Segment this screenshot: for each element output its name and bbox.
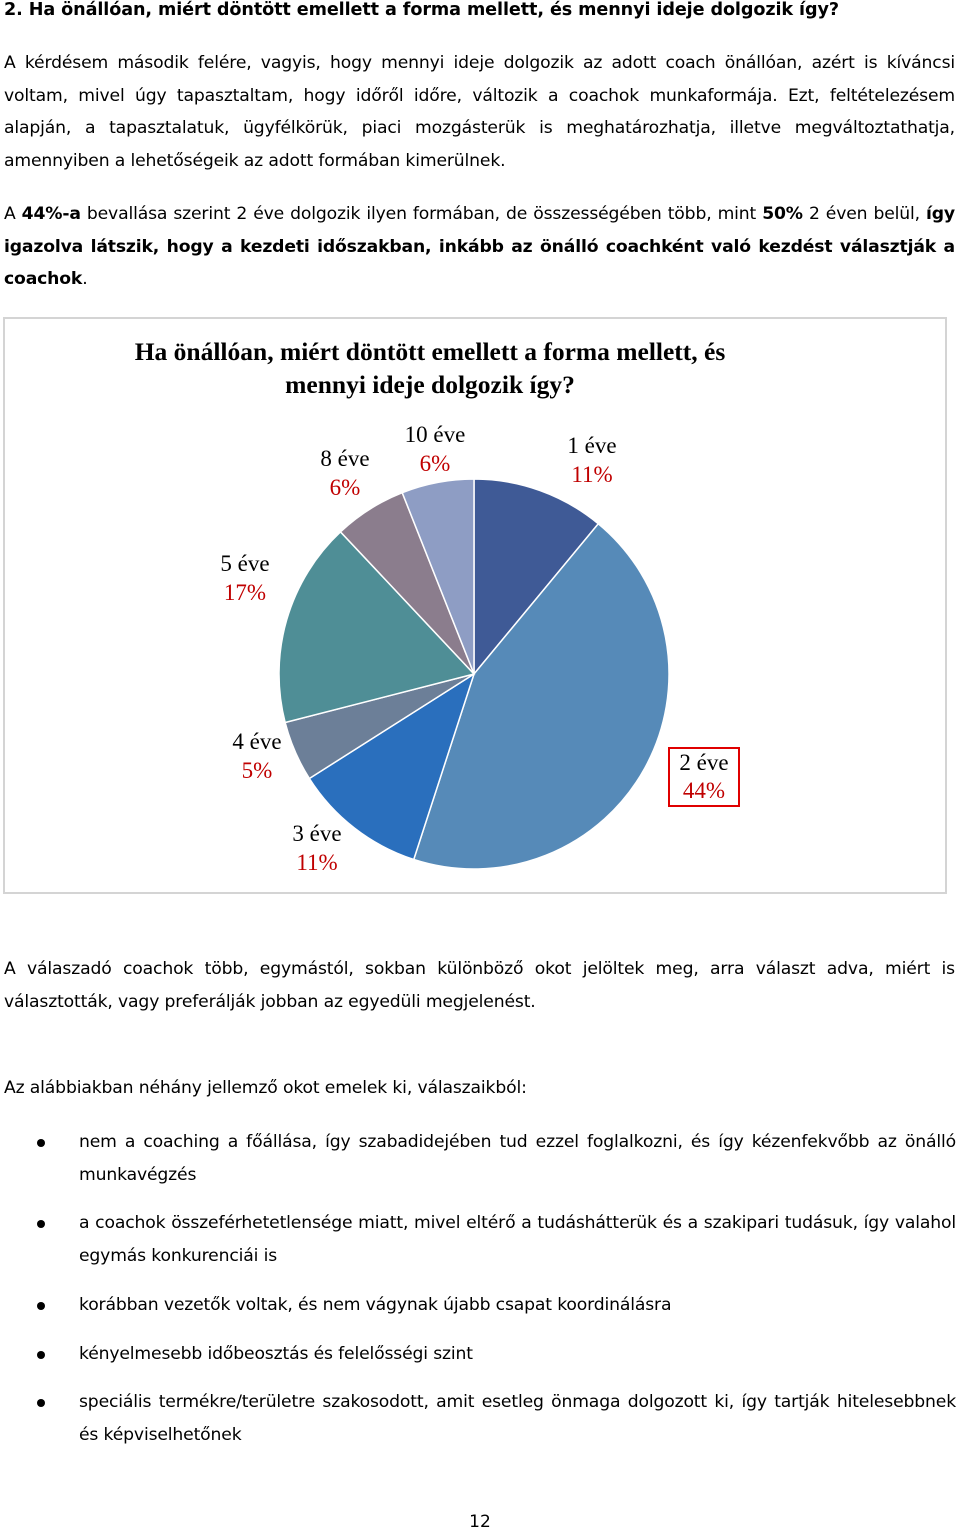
result-bold-44: 44%-a (21, 204, 81, 224)
slice-label-5-eve: 5 éve 17% (210, 549, 280, 607)
pie-slice-2-éve (412, 522, 670, 870)
list-item-text: a coachok összeférhetetlensége miatt, mi… (79, 1213, 956, 1266)
list-item-text: speciális termékre/területre szakosodott… (79, 1392, 956, 1445)
slice-label-name: 8 éve (320, 446, 370, 471)
reasons-intro-paragraph: A válaszadó coachok több, egymástól, sok… (4, 959, 955, 1012)
bullet-icon (37, 1220, 45, 1228)
result-text: bevallása szerint 2 éve dolgozik ilyen f… (80, 204, 763, 224)
result-bold-conclusion: így igazolva látszik, hogy a kezdeti idő… (4, 204, 955, 289)
slice-label-name: 2 éve (679, 750, 729, 775)
list-item-text: korábban vezetők voltak, és nem vágynak … (79, 1295, 672, 1315)
pie-slice-3-éve (308, 672, 476, 861)
bullet-icon (37, 1139, 45, 1147)
result-text: A (4, 204, 22, 224)
list-item: speciális termékre/területre szakosodott… (37, 1386, 956, 1451)
slice-label-1-eve: 1 éve 11% (557, 431, 627, 489)
slice-label-3-eve: 3 éve 11% (282, 819, 352, 877)
slice-label-10-eve: 10 éve 6% (395, 420, 475, 478)
list-intro-paragraph: Az alábbiakban néhány jellemző okot emel… (4, 1078, 527, 1098)
pie-slice-1-éve (473, 478, 600, 677)
result-paragraph: A 44%-a bevallása szerint 2 éve dolgozik… (4, 198, 955, 296)
bullet-icon (37, 1399, 45, 1407)
slice-label-name: 3 éve (292, 821, 342, 846)
pie-chart: Ha önállóan, miért döntött emellett a fo… (3, 317, 947, 894)
pie-chart-svg (278, 478, 670, 870)
slice-label-pct: 17% (223, 580, 267, 605)
bullet-icon (37, 1302, 45, 1310)
section-heading: 2. Ha önállóan, miért döntött emellett a… (4, 0, 839, 20)
list-item: a coachok összeférhetetlensége miatt, mi… (37, 1207, 956, 1272)
slice-label-2-eve: 2 éve 44% (668, 747, 740, 807)
result-text: 2 éven belül, (802, 204, 927, 224)
slice-label-pct: 5% (241, 758, 273, 783)
slice-label-pct: 44% (682, 778, 726, 803)
slice-label-8-eve: 8 éve 6% (310, 444, 380, 502)
list-item-text: nem a coaching a főállása, így szabadide… (79, 1132, 956, 1185)
intro-paragraph: A kérdésem második felére, vagyis, hogy … (4, 53, 955, 171)
slice-label-pct: 11% (571, 462, 613, 487)
chart-title: Ha önállóan, miért döntött emellett a fo… (134, 337, 726, 399)
slice-label-pct: 6% (329, 475, 361, 500)
bullet-icon (37, 1351, 45, 1359)
slice-label-name: 10 éve (404, 422, 466, 447)
slice-label-4-eve: 4 éve 5% (222, 727, 292, 785)
pie-slice-5-éve (278, 530, 476, 724)
slice-label-pct: 6% (419, 451, 451, 476)
slice-label-name: 5 éve (220, 551, 270, 576)
list-item: kényelmesebb időbeosztás és felelősségi … (37, 1338, 956, 1371)
page-number: 12 (469, 1512, 491, 1532)
slice-label-name: 1 éve (567, 433, 617, 458)
list-item: korábban vezetők voltak, és nem vágynak … (37, 1289, 956, 1322)
result-text: . (82, 269, 88, 289)
list-item: nem a coaching a főállása, így szabadide… (37, 1126, 956, 1191)
slice-label-pct: 11% (296, 850, 338, 875)
list-item-text: kényelmesebb időbeosztás és felelősségi … (79, 1344, 473, 1364)
pie-slice-10-éve (401, 478, 475, 675)
result-bold-50: 50% (762, 204, 803, 224)
slice-label-name: 4 éve (232, 729, 282, 754)
